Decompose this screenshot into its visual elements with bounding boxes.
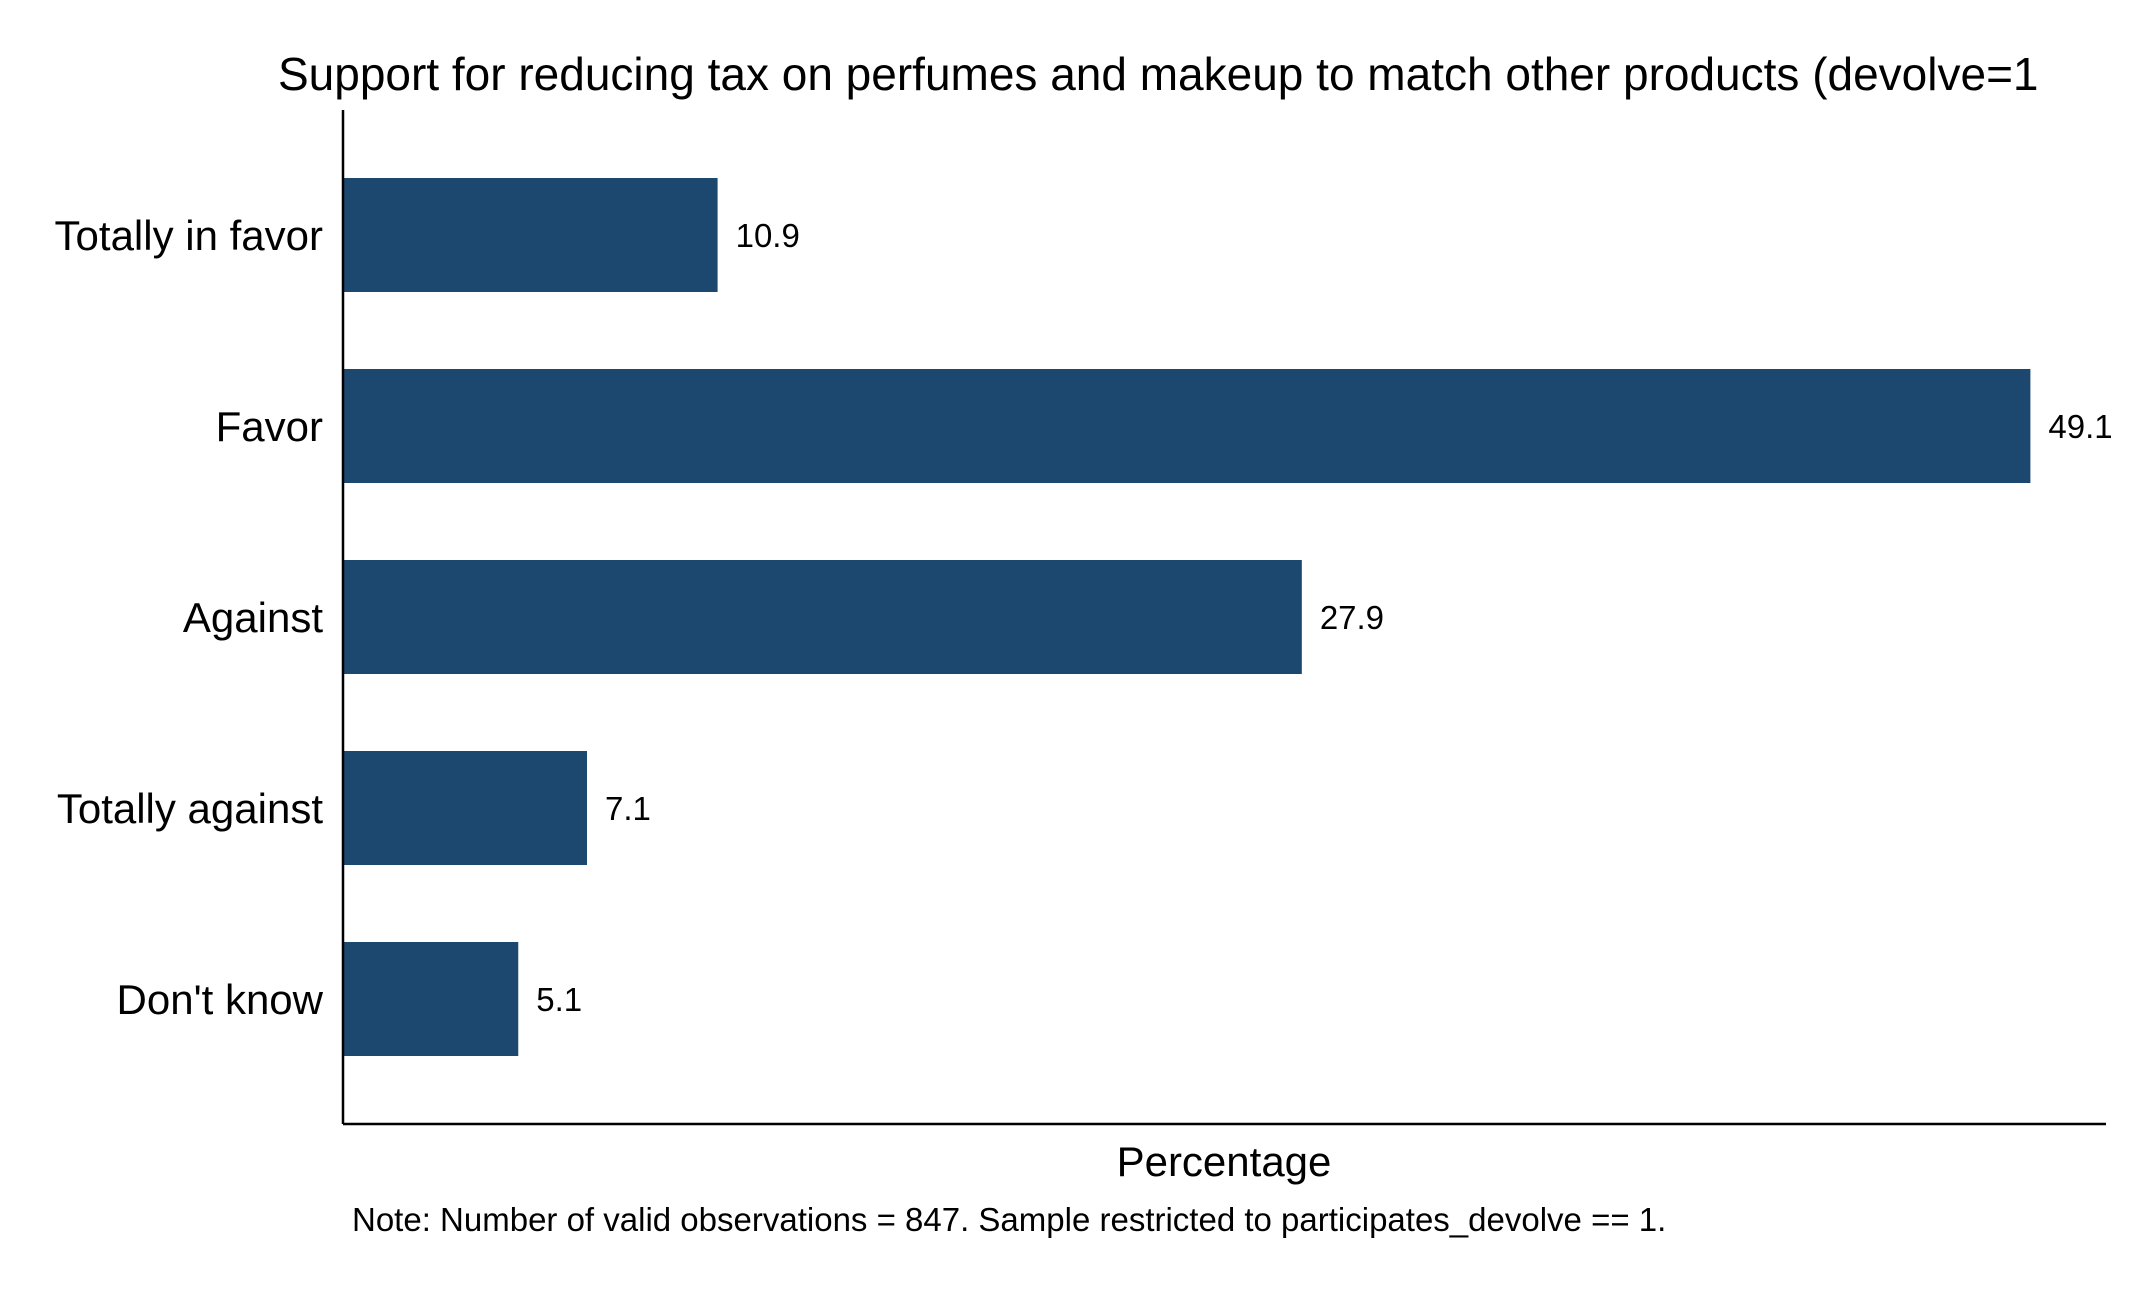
value-labels-layer: 10.9 49.1 27.9 7.1 5.1 xyxy=(536,217,2112,1018)
category-label: Totally in favor xyxy=(55,212,323,259)
data-label: 27.9 xyxy=(1320,599,1384,636)
bar xyxy=(343,560,1302,674)
bar xyxy=(343,751,588,865)
chart-note: Note: Number of valid observations = 847… xyxy=(352,1201,1666,1238)
category-labels-layer: Totally in favor Favor Against Totally agai… xyxy=(55,212,324,1023)
category-label: Favor xyxy=(216,403,323,450)
data-label: 7.1 xyxy=(605,790,651,827)
category-label: Don't know xyxy=(117,976,324,1023)
data-label: 5.1 xyxy=(536,981,582,1018)
x-axis-label: Percentage xyxy=(1117,1138,1332,1185)
category-label: Against xyxy=(183,594,323,641)
bar xyxy=(343,942,519,1056)
bars-layer xyxy=(343,178,2031,1056)
bar xyxy=(343,178,718,292)
chart-title: Support for reducing tax on perfumes and… xyxy=(278,48,2039,100)
data-label: 10.9 xyxy=(736,217,800,254)
bar xyxy=(343,369,2031,483)
data-label: 49.1 xyxy=(2048,408,2112,445)
category-label: Totally against xyxy=(57,785,323,832)
